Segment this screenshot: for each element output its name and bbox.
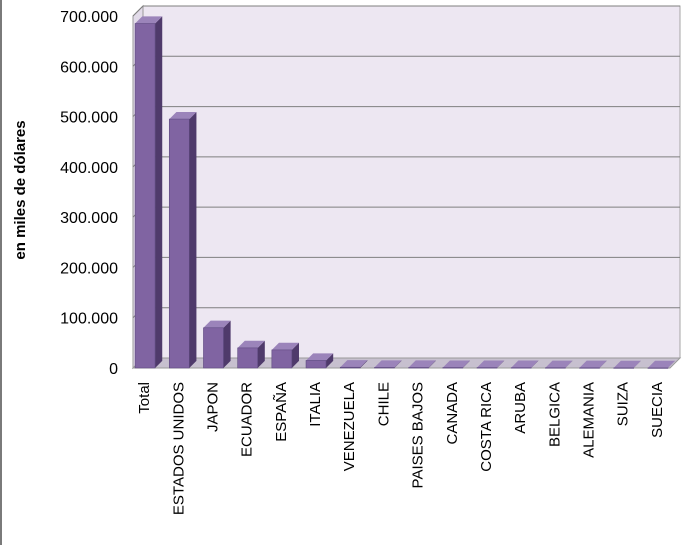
bar-side [223,320,231,368]
bar [203,320,231,369]
bar-top [374,360,402,368]
bar [237,340,265,369]
x-tick-label: Total [136,382,153,414]
bar-front [203,327,224,369]
gridlines [132,5,680,319]
gridline-slant [132,5,144,17]
y-tick-label: 600.000 [60,59,118,76]
bar-top [340,360,368,368]
bar-front [339,366,361,369]
y-tick-label: 300.000 [60,210,118,227]
bar [647,360,676,369]
bar [271,342,299,369]
x-tick-label: COSTA RICA [478,382,495,472]
bar-side [360,360,368,368]
bar-front [168,118,190,369]
bar [339,360,368,369]
bar-side [189,111,197,368]
bar-top [306,353,334,361]
y-tick-label: 0 [109,361,118,378]
bar-top [442,360,470,368]
bar-front [408,367,429,369]
x-tick-label: CHILE [375,382,392,426]
bar-top [579,360,607,368]
x-tick-label: ALEMANIA [581,382,598,458]
y-tick-label: 500.000 [60,110,118,127]
bar [374,360,402,369]
bar [579,360,607,369]
y-axis-ticks: 0 100.000 200.000 300.000 400.000 500.000 600.… [60,9,118,378]
bar-top [647,360,676,368]
bar-front [613,367,635,369]
y-tick-label: 400.000 [60,160,118,177]
bar-top [476,360,505,368]
bar-side [462,360,470,368]
bar [442,360,470,369]
bar-front [442,367,464,369]
bar-top [613,360,641,368]
bar-front [545,367,566,369]
bar-front [237,347,258,369]
x-tick-label: ECUADOR [239,382,256,457]
y-tick-label: 200.000 [60,260,118,277]
bar-side [257,340,265,368]
bar [613,360,641,369]
bar-side [565,360,573,368]
bar [408,360,436,369]
x-tick-label: PAISES BAJOS [410,382,427,488]
bars [134,16,676,369]
bar-side [496,360,505,368]
bar [545,360,573,369]
bar-side [155,16,163,369]
bar [168,111,197,369]
bar-side [326,353,334,368]
bar-side [291,342,299,368]
bar-front [476,367,498,369]
bar [476,360,505,369]
bar-side [394,360,402,368]
bar-side [531,360,539,368]
x-axis-ticks: Total ESTADOS UNIDOS JAPON ECUADOR ESPAÑA ITA… [136,382,666,515]
y-axis-label: en miles de dólares [12,120,29,259]
bar [134,16,163,369]
bar-side [428,360,436,368]
x-tick-label: SUIZA [615,382,632,426]
bar [510,360,539,369]
bar [305,353,334,369]
bar-top [237,340,265,348]
plot-back-wall [142,5,681,359]
y-tick-label: 700.000 [60,9,118,26]
bar-front [134,23,156,369]
bar-side [599,360,607,368]
x-tick-label: ARUBA [512,382,529,434]
y-tick-label: 100.000 [60,311,118,328]
x-tick-label: ITALIA [307,382,324,427]
bar-top [408,360,436,368]
bar-top [203,320,231,328]
bar-top [169,111,197,120]
bar-top [511,360,539,368]
bar-top [271,342,299,350]
bar-side [667,360,676,368]
bar-side [633,360,641,368]
bar-front [374,367,395,369]
x-tick-label: SUECIA [649,382,666,438]
x-tick-label: JAPON [204,382,221,432]
bar-front [579,367,600,369]
plot-area [131,4,682,370]
x-tick-label: ESPAÑA [273,382,290,442]
bar-front [647,367,669,369]
left-border [0,0,2,545]
bar-front [305,360,327,369]
x-tick-label: ESTADOS UNIDOS [170,382,187,515]
bar-front [510,367,532,369]
x-tick-label: BELGICA [546,382,563,447]
bar-top [135,16,163,24]
x-tick-label: CANADA [444,382,461,445]
x-tick-label: VENEZUELA [341,382,358,471]
bar-top [545,360,573,368]
bar-front [271,349,293,369]
